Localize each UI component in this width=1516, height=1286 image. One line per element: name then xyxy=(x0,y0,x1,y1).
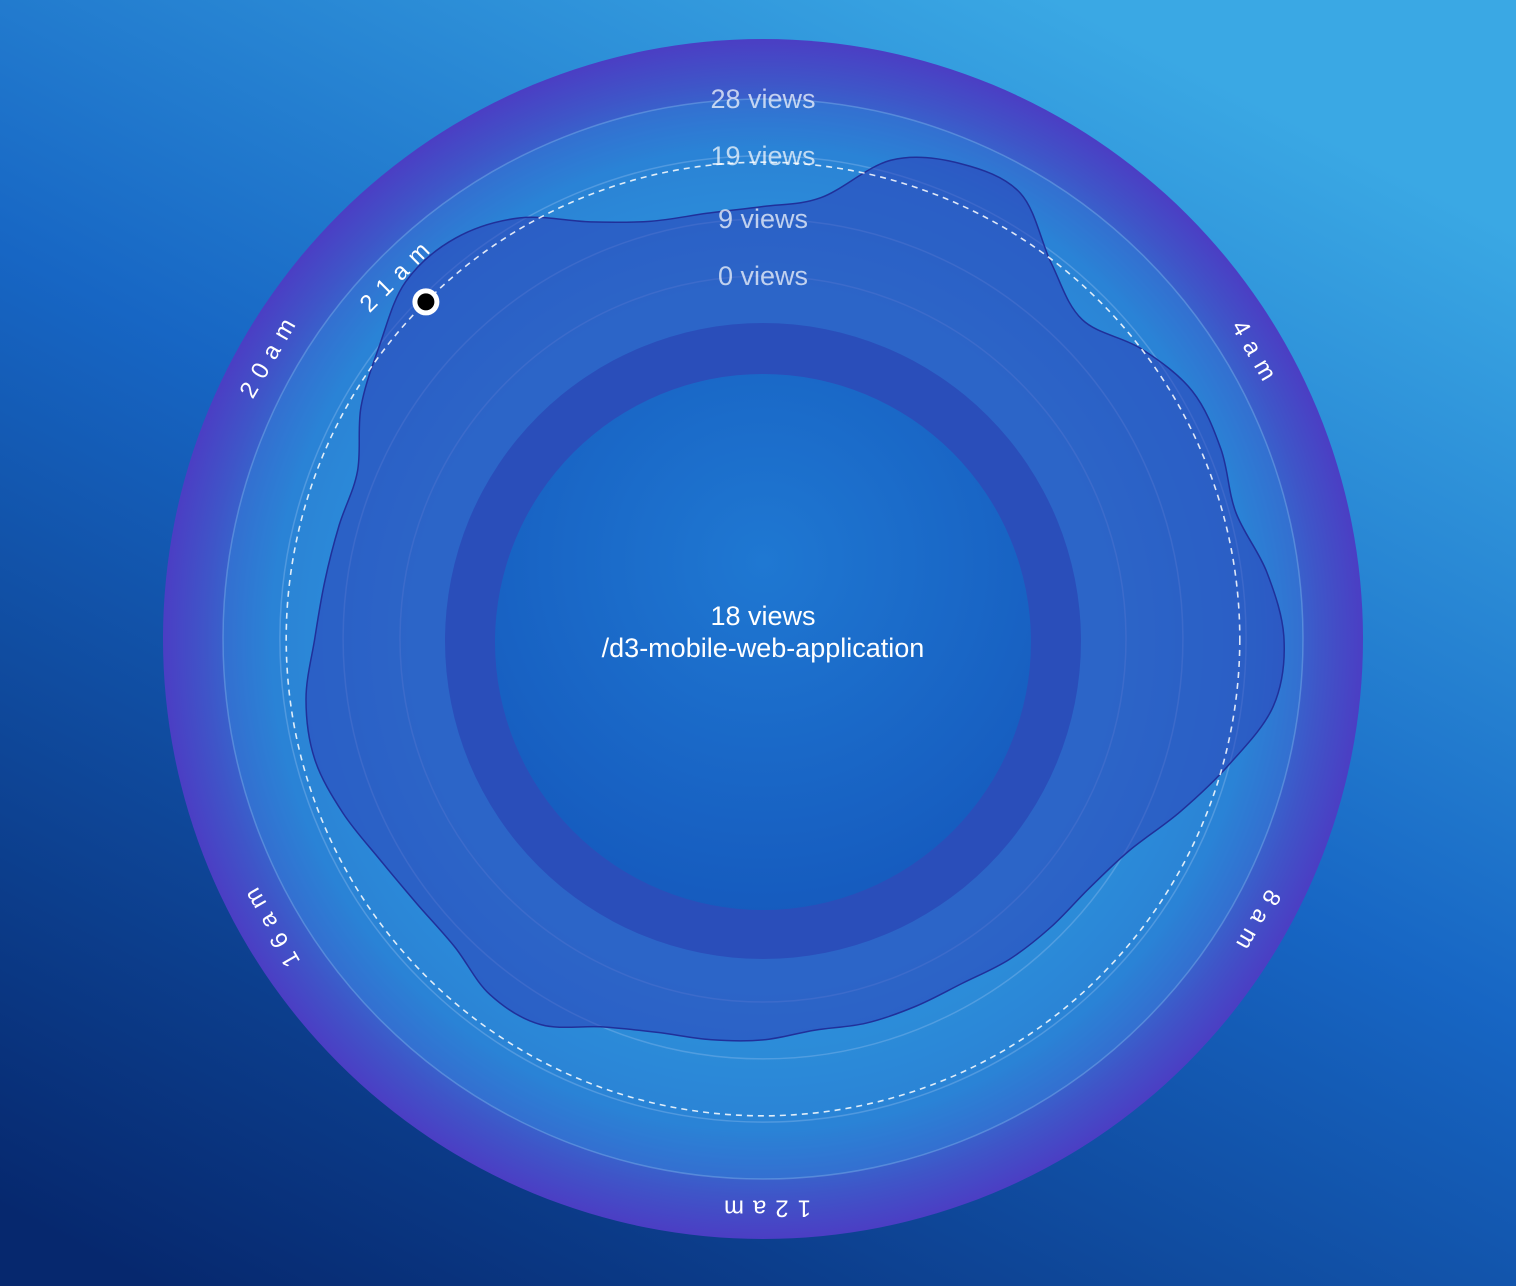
center-page-path: /d3-mobile-web-application xyxy=(602,633,925,663)
highlight-layer xyxy=(285,161,1241,1117)
ring-tick-label-3: 28 views xyxy=(710,84,815,114)
hour-label-12: 12am xyxy=(715,1195,811,1222)
highlight-ring xyxy=(285,161,1241,1117)
center-views-label: 18 views xyxy=(710,601,815,631)
ring-tick-labels: 0 views 9 views 19 views 28 views xyxy=(710,84,815,291)
ring-tick-label-2: 19 views xyxy=(710,141,815,171)
center-disc xyxy=(495,374,1031,910)
grid-ring-3 xyxy=(222,98,1304,1180)
highlight-marker[interactable] xyxy=(412,288,440,316)
ring-tick-label-0: 0 views xyxy=(718,261,808,291)
ring-tick-label-1: 9 views xyxy=(718,204,808,234)
